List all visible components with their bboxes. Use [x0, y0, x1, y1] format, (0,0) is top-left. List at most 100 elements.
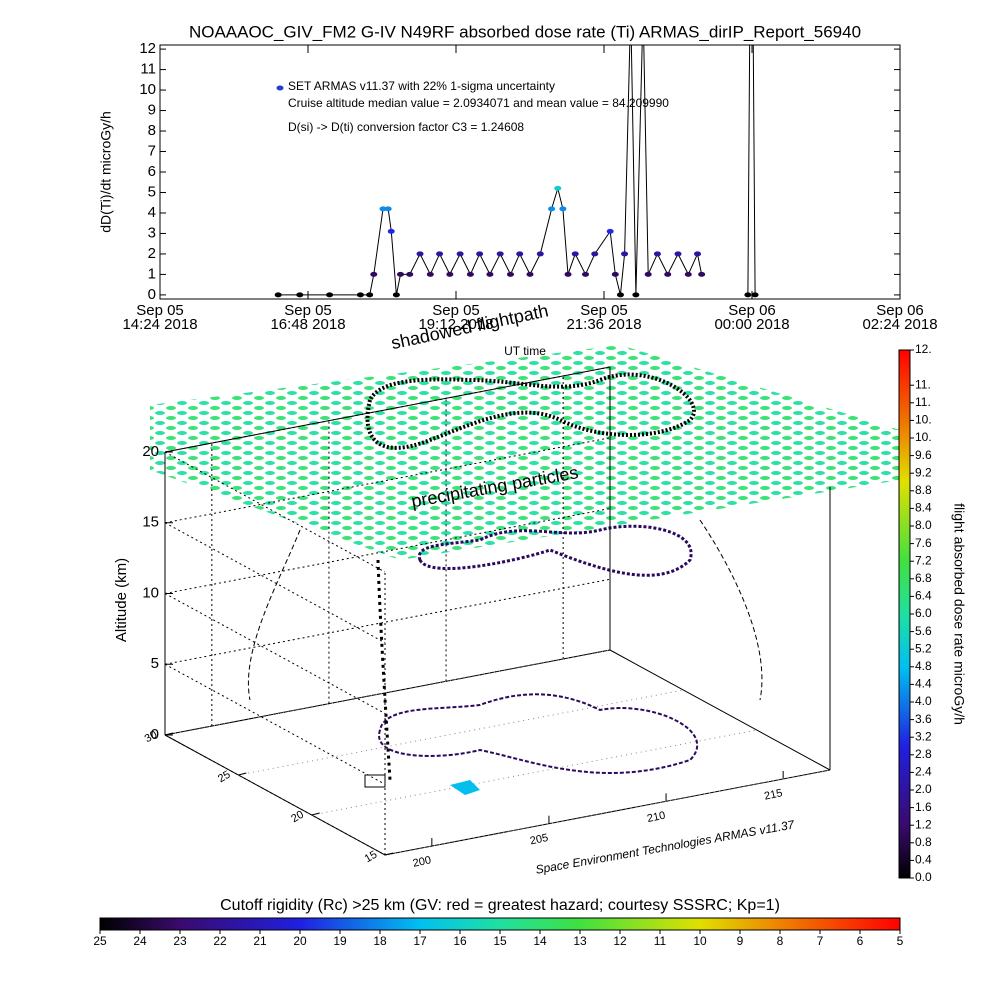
y-tick-label: 2 — [148, 245, 156, 262]
data-point — [640, 6, 647, 11]
data-point — [644, 271, 652, 277]
flight-path — [417, 524, 693, 577]
grid-line — [164, 437, 611, 524]
colorbar-tick-label: 0.8 — [915, 835, 932, 849]
data-point — [326, 292, 334, 298]
x-tick-label: Sep 06 00:00 2018 — [714, 302, 790, 333]
colorbar-tick-label: 4.8 — [915, 659, 932, 673]
series-line — [278, 45, 756, 296]
x-tick-label: 200 — [412, 854, 432, 870]
x-tick-label: Sep 06 02:24 2018 — [862, 302, 938, 333]
y-tick-label: 25 — [216, 769, 233, 786]
data-point — [526, 271, 534, 277]
colorbar-tick-label: 9.2 — [915, 465, 932, 479]
x-tick-label: Sep 05 19:12 2018 — [418, 302, 494, 333]
data-point — [516, 251, 524, 257]
y-tick-label: 1 — [148, 265, 156, 282]
grid-line — [164, 734, 386, 856]
colorbar-tick-label: 4.4 — [915, 677, 932, 691]
colorbar-tick-label: 7 — [817, 934, 824, 948]
grid-line — [164, 451, 386, 573]
data-point — [616, 292, 624, 298]
data-point — [366, 292, 374, 298]
data-point — [564, 271, 572, 277]
flight-path-floor — [378, 693, 699, 774]
x-tick-label: 215 — [763, 787, 783, 803]
data-point — [296, 292, 304, 298]
colorbar-tick-label: 19 — [333, 934, 347, 948]
colorbar-tick-label: 3.6 — [915, 712, 932, 726]
colorbar-tick-label: 9 — [737, 934, 744, 948]
grid-line — [164, 508, 611, 594]
colorbar-tick-label: 8.0 — [915, 518, 932, 532]
data-point — [606, 228, 614, 234]
colorbar-tick-label: 6 — [857, 934, 864, 948]
box-edge — [609, 649, 831, 771]
z-tick-label: 20 — [142, 443, 159, 460]
colorbar-tick-label: 8.4 — [915, 501, 932, 515]
colorbar-tick-label: 10. — [915, 430, 932, 444]
colorbar-tick-label: 12 — [613, 934, 627, 948]
colorbar-tick-label: 16 — [453, 934, 467, 948]
data-point — [664, 271, 672, 277]
colorbar-tick-label: 6.0 — [915, 606, 932, 620]
plot-area — [274, 6, 759, 298]
y-tick-label: 12 — [139, 40, 156, 57]
flight-path-shadow — [365, 372, 696, 450]
colorbar-tick-label: 9.6 — [915, 448, 932, 462]
data-point — [559, 206, 567, 212]
colorbar-tick-label: 1.2 — [915, 817, 932, 831]
data-point — [698, 271, 706, 277]
marker — [450, 780, 480, 795]
colorbar-tick-label: 1.6 — [915, 800, 932, 814]
colorbar-tick-label: 25 — [93, 934, 107, 948]
z-axis-label: Altitude (km) — [113, 558, 130, 642]
colorbar-tick-label: 13 — [573, 934, 587, 948]
grid-line — [238, 689, 684, 776]
data-point — [426, 271, 434, 277]
colorbar-tick-label: 21 — [253, 934, 267, 948]
x-tick-label: Sep 05 21:36 2018 — [566, 302, 642, 333]
y-tick-label: 6 — [148, 163, 156, 180]
colorbar-title: Cutoff rigidity (Rc) >25 km (GV: red = g… — [220, 897, 780, 914]
x-tick-label: 205 — [529, 832, 549, 848]
y-tick — [311, 812, 320, 816]
data-point — [436, 251, 444, 257]
colorbar-tick-label: 5.6 — [915, 624, 932, 638]
legend-marker — [276, 85, 284, 91]
particle-field — [150, 345, 900, 560]
colorbar-tick-label: 11 — [654, 934, 667, 948]
data-point — [548, 206, 556, 212]
data-point — [536, 251, 544, 257]
data-point — [582, 271, 589, 277]
grid-line — [164, 649, 611, 736]
data-point — [406, 271, 414, 277]
z-tick-label: 15 — [142, 514, 159, 531]
z-tick-label: 10 — [142, 584, 159, 601]
colorbar-tick-label: 17 — [413, 934, 427, 948]
colorbar-tick-label: 20 — [293, 934, 307, 948]
data-point — [554, 185, 562, 191]
data-point — [416, 251, 424, 257]
colorbar-tick-label: 4.0 — [915, 694, 932, 708]
colorbar-tick-label: 8.8 — [915, 483, 932, 497]
y-tick-label: 5 — [148, 183, 156, 200]
data-point — [632, 292, 640, 298]
colorbar-tick-label: 6.8 — [915, 571, 932, 585]
colorbar-tick-label: 18 — [373, 934, 387, 948]
data-point — [746, 6, 753, 11]
y-tick-label: 8 — [148, 122, 156, 139]
y-tick-label: 30 — [143, 729, 160, 746]
y-axis-label: dD(Ti)/dt microGy/h — [98, 111, 114, 233]
data-point — [387, 228, 395, 234]
colorbar-tick-label: 6.4 — [915, 589, 932, 603]
colorbar — [898, 349, 911, 879]
colorbar-tick-label: 2.0 — [915, 782, 932, 796]
colorbar-tick-label: 5 — [897, 934, 904, 948]
y-tick-label: 4 — [148, 204, 156, 221]
data-point — [486, 271, 494, 277]
y-tick — [238, 772, 247, 776]
data-point — [611, 271, 619, 277]
